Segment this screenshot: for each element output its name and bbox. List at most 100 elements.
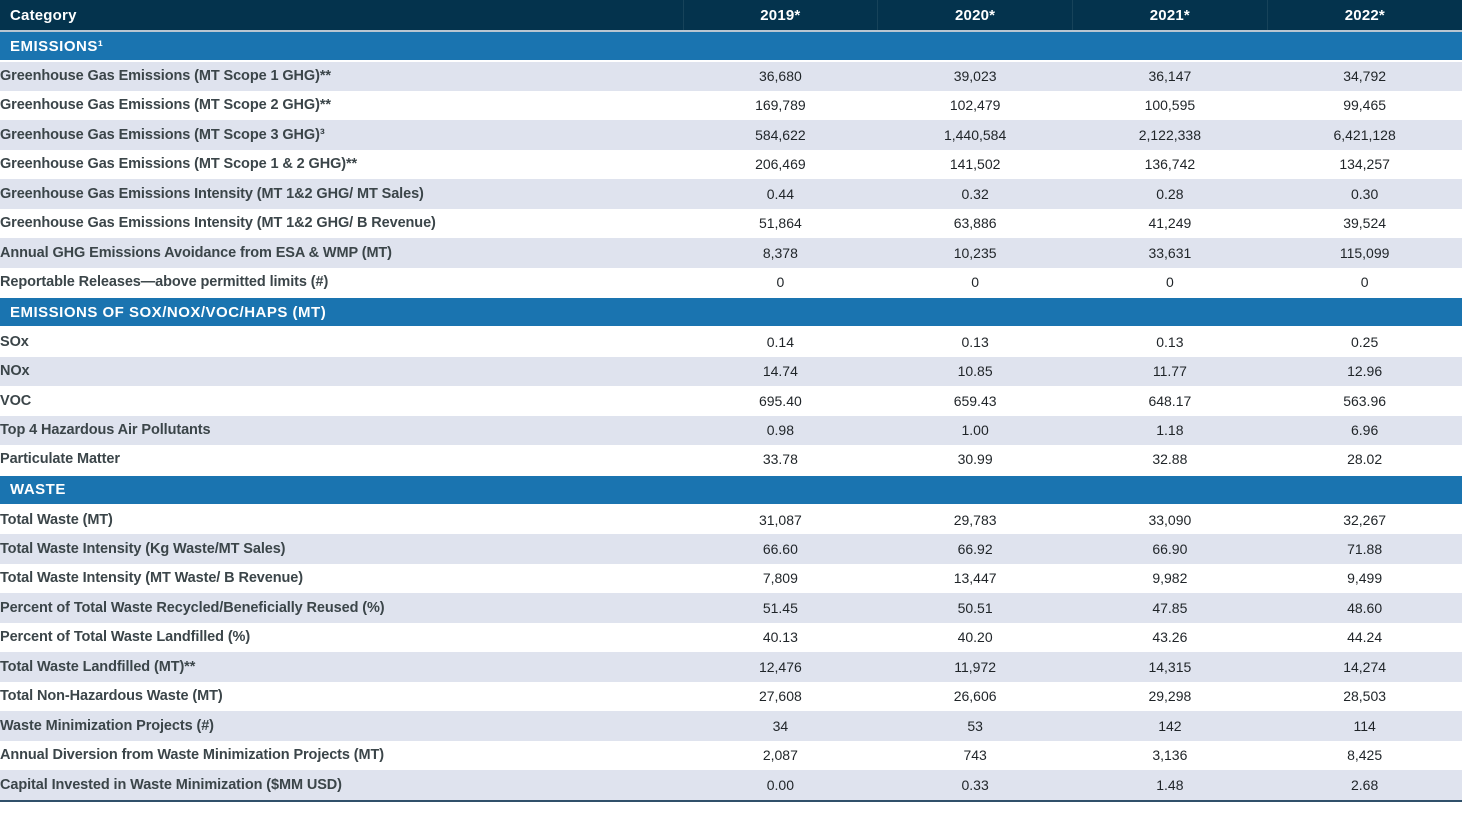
row-label: Greenhouse Gas Emissions (MT Scope 2 GHG… [0, 90, 683, 120]
table-row: Annual GHG Emissions Avoidance from ESA … [0, 238, 1462, 268]
cell-value: 0.30 [1267, 179, 1462, 209]
cell-value: 1,440,584 [877, 120, 1073, 150]
row-label: Greenhouse Gas Emissions (MT Scope 3 GHG… [0, 120, 683, 150]
section-header-row: EMISSIONS¹ [0, 31, 1462, 62]
section-header-row: WASTE [0, 473, 1462, 506]
cell-value: 0 [1072, 267, 1268, 297]
cell-value: 29,783 [877, 504, 1073, 534]
cell-value: 1.00 [877, 415, 1073, 445]
cell-value: 14.74 [683, 356, 878, 386]
cell-value: 34 [683, 711, 878, 741]
cell-value: 36,147 [1072, 61, 1268, 91]
cell-value: 1.48 [1072, 770, 1268, 800]
cell-value: 66.92 [877, 534, 1073, 564]
cell-value: 0 [877, 267, 1073, 297]
cell-value: 11,972 [877, 652, 1073, 682]
row-label: Greenhouse Gas Emissions (MT Scope 1 GHG… [0, 61, 683, 91]
cell-value: 41,249 [1072, 208, 1268, 238]
cell-value: 7,809 [683, 563, 878, 593]
header-row: Category 2019* 2020* 2021* 2022* [0, 0, 1462, 32]
cell-value: 2,087 [683, 740, 878, 770]
table-row: Greenhouse Gas Emissions (MT Scope 2 GHG… [0, 90, 1462, 120]
cell-value: 1.18 [1072, 415, 1268, 445]
table-row: Reportable Releases—above permitted limi… [0, 267, 1462, 297]
table-row: Total Waste Intensity (Kg Waste/MT Sales… [0, 534, 1462, 564]
cell-value: 99,465 [1267, 90, 1462, 120]
cell-value: 743 [877, 740, 1073, 770]
section-header-row: EMISSIONS OF SOX/NOX/VOC/HAPS (MT) [0, 296, 1462, 328]
cell-value: 0 [1267, 267, 1462, 297]
table-row: Total Non-Hazardous Waste (MT) 27,608 26… [0, 681, 1462, 711]
cell-value: 0.32 [877, 179, 1073, 209]
row-label: Total Waste Landfilled (MT)** [0, 652, 683, 682]
cell-value: 51.45 [683, 593, 878, 623]
year-column-header-2020: 2020* [877, 0, 1073, 32]
row-label: Particulate Matter [0, 445, 683, 475]
cell-value: 6,421,128 [1267, 120, 1462, 150]
cell-value: 51,864 [683, 208, 878, 238]
table-row: Percent of Total Waste Landfilled (%) 40… [0, 622, 1462, 652]
table-row: NOx 14.74 10.85 11.77 12.96 [0, 356, 1462, 386]
cell-value: 0 [683, 267, 878, 297]
esg-metrics-table-container: Category 2019* 2020* 2021* 2022* EMISSIO… [0, 0, 1462, 802]
cell-value: 8,378 [683, 238, 878, 268]
cell-value: 43.26 [1072, 622, 1268, 652]
table-row: Annual Diversion from Waste Minimization… [0, 740, 1462, 770]
cell-value: 14,315 [1072, 652, 1268, 682]
row-label: VOC [0, 386, 683, 416]
table-row: Top 4 Hazardous Air Pollutants 0.98 1.00… [0, 415, 1462, 445]
cell-value: 14,274 [1267, 652, 1462, 682]
table-row: VOC 695.40 659.43 648.17 563.96 [0, 386, 1462, 416]
cell-value: 63,886 [877, 208, 1073, 238]
cell-value: 33,631 [1072, 238, 1268, 268]
cell-value: 169,789 [683, 90, 878, 120]
category-column-header: Category [0, 0, 683, 32]
table-row: Total Waste (MT) 31,087 29,783 33,090 32… [0, 504, 1462, 534]
row-label: NOx [0, 356, 683, 386]
cell-value: 100,595 [1072, 90, 1268, 120]
row-label: Percent of Total Waste Landfilled (%) [0, 622, 683, 652]
cell-value: 695.40 [683, 386, 878, 416]
cell-value: 12.96 [1267, 356, 1462, 386]
section-title: WASTE [0, 473, 1462, 506]
cell-value: 10.85 [877, 356, 1073, 386]
cell-value: 136,742 [1072, 149, 1268, 179]
cell-value: 53 [877, 711, 1073, 741]
cell-value: 0.25 [1267, 327, 1462, 357]
row-label: Greenhouse Gas Emissions Intensity (MT 1… [0, 179, 683, 209]
row-label: Total Waste (MT) [0, 504, 683, 534]
cell-value: 50.51 [877, 593, 1073, 623]
table-row: Greenhouse Gas Emissions Intensity (MT 1… [0, 179, 1462, 209]
cell-value: 26,606 [877, 681, 1073, 711]
cell-value: 10,235 [877, 238, 1073, 268]
row-label: Annual Diversion from Waste Minimization… [0, 740, 683, 770]
cell-value: 206,469 [683, 149, 878, 179]
cell-value: 39,023 [877, 61, 1073, 91]
cell-value: 33,090 [1072, 504, 1268, 534]
table-row: Greenhouse Gas Emissions (MT Scope 3 GHG… [0, 120, 1462, 150]
cell-value: 44.24 [1267, 622, 1462, 652]
table-row: Greenhouse Gas Emissions (MT Scope 1 GHG… [0, 61, 1462, 91]
cell-value: 39,524 [1267, 208, 1462, 238]
cell-value: 0.44 [683, 179, 878, 209]
cell-value: 0.33 [877, 770, 1073, 800]
cell-value: 32.88 [1072, 445, 1268, 475]
cell-value: 34,792 [1267, 61, 1462, 91]
cell-value: 40.20 [877, 622, 1073, 652]
cell-value: 48.60 [1267, 593, 1462, 623]
cell-value: 3,136 [1072, 740, 1268, 770]
table-row: SOx 0.14 0.13 0.13 0.25 [0, 327, 1462, 357]
cell-value: 0.14 [683, 327, 878, 357]
cell-value: 563.96 [1267, 386, 1462, 416]
row-label: Greenhouse Gas Emissions (MT Scope 1 & 2… [0, 149, 683, 179]
cell-value: 0.98 [683, 415, 878, 445]
cell-value: 12,476 [683, 652, 878, 682]
cell-value: 36,680 [683, 61, 878, 91]
cell-value: 648.17 [1072, 386, 1268, 416]
cell-value: 0.13 [877, 327, 1073, 357]
table-row: Percent of Total Waste Recycled/Benefici… [0, 593, 1462, 623]
table-row: Total Waste Intensity (MT Waste/ B Reven… [0, 563, 1462, 593]
cell-value: 142 [1072, 711, 1268, 741]
cell-value: 659.43 [877, 386, 1073, 416]
cell-value: 6.96 [1267, 415, 1462, 445]
